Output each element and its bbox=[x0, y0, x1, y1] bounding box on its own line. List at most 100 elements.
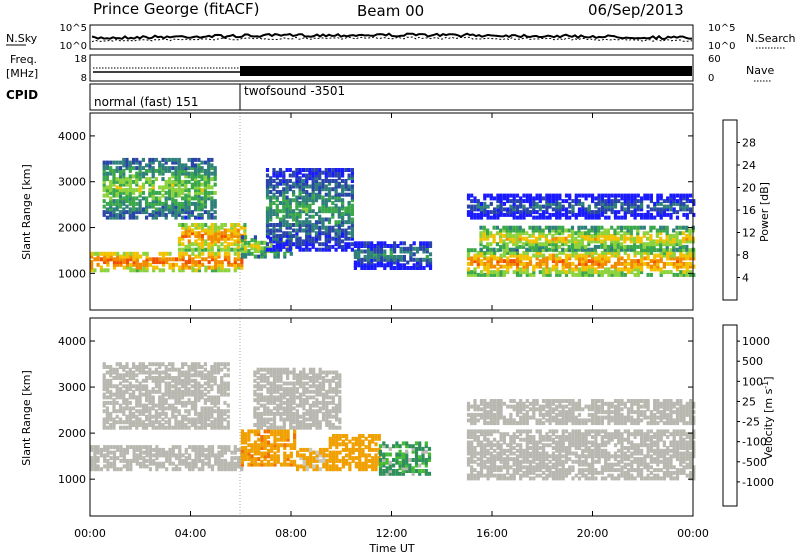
heatmap-cell bbox=[656, 267, 660, 272]
heatmap-cell bbox=[295, 411, 299, 416]
heatmap-cell bbox=[607, 270, 611, 275]
heatmap-cell bbox=[161, 464, 166, 469]
heatmap-cell bbox=[289, 417, 293, 422]
heatmap-cell bbox=[502, 253, 506, 258]
heatmap-cell bbox=[164, 414, 168, 419]
heatmap-cell bbox=[652, 225, 656, 230]
heatmap-cell bbox=[106, 447, 110, 452]
heatmap-cell bbox=[128, 179, 132, 184]
heatmap-cell bbox=[128, 174, 132, 179]
heatmap-cell bbox=[398, 466, 402, 471]
heatmap-cell bbox=[561, 199, 565, 204]
heatmap-cell bbox=[348, 461, 352, 466]
heatmap-cell bbox=[672, 201, 676, 206]
heatmap-cell bbox=[194, 204, 198, 209]
heatmap-cell bbox=[331, 225, 335, 230]
heatmap-cell bbox=[321, 201, 325, 205]
heatmap-cell bbox=[184, 251, 188, 256]
heatmap-cell bbox=[138, 193, 142, 198]
heatmap-cell bbox=[197, 395, 201, 400]
heatmap-cell bbox=[542, 253, 546, 258]
heatmap-cell bbox=[283, 459, 287, 464]
heatmap-cell bbox=[613, 267, 618, 272]
heatmap-cell bbox=[308, 384, 312, 389]
heatmap-cell bbox=[184, 384, 188, 389]
heatmap-cell bbox=[230, 456, 234, 461]
heatmap-cell bbox=[606, 231, 610, 236]
heatmap-cell bbox=[360, 244, 364, 248]
heatmap-cell bbox=[158, 160, 162, 165]
heatmap-cell bbox=[414, 441, 419, 446]
heatmap-cell bbox=[335, 456, 339, 461]
heatmap-cell bbox=[164, 387, 168, 392]
heatmap-cell bbox=[200, 376, 204, 380]
heatmap-cell bbox=[548, 247, 552, 252]
heatmap-cell bbox=[353, 260, 357, 265]
heatmap-cell bbox=[555, 201, 559, 206]
heatmap-cell bbox=[266, 376, 270, 380]
heatmap-cell bbox=[276, 376, 280, 380]
heatmap-cell bbox=[613, 272, 618, 277]
heatmap-cell bbox=[425, 257, 429, 262]
heatmap-cell bbox=[138, 171, 142, 176]
heatmap-cell bbox=[656, 248, 660, 253]
heatmap-cell bbox=[483, 212, 487, 217]
heatmap-cell bbox=[167, 196, 172, 201]
heatmap-cell bbox=[210, 447, 215, 452]
heatmap-cell bbox=[197, 411, 201, 416]
heatmap-cell bbox=[341, 187, 345, 192]
heatmap-cell bbox=[279, 417, 283, 422]
heatmap-cell bbox=[318, 214, 322, 219]
heatmap-cell bbox=[276, 443, 280, 448]
heatmap-cell bbox=[685, 239, 689, 244]
heatmap-cell bbox=[138, 174, 142, 179]
heatmap-cell bbox=[263, 457, 267, 462]
heatmap-cell bbox=[519, 215, 523, 220]
heatmap-cell bbox=[401, 466, 405, 471]
heatmap-cell bbox=[240, 257, 244, 262]
heatmap-cell bbox=[525, 270, 529, 275]
heatmap-cell bbox=[279, 443, 284, 448]
heatmap-cell bbox=[633, 264, 637, 269]
heatmap-cell bbox=[181, 233, 185, 238]
heatmap-cell bbox=[184, 196, 188, 201]
heatmap-cell bbox=[168, 251, 172, 256]
heatmap-cell bbox=[210, 420, 214, 425]
heatmap-cell bbox=[653, 253, 657, 258]
heatmap-cell bbox=[148, 193, 152, 198]
nave-tick-high: 60 bbox=[708, 54, 721, 65]
heatmap-cell bbox=[363, 263, 367, 268]
heatmap-cell bbox=[250, 251, 254, 256]
heatmap-cell bbox=[298, 168, 302, 172]
heatmap-cell bbox=[115, 387, 119, 392]
heatmap-cell bbox=[203, 373, 207, 378]
heatmap-cell bbox=[360, 241, 364, 246]
heatmap-cell bbox=[203, 381, 207, 386]
heatmap-cell bbox=[174, 193, 178, 198]
heatmap-cell bbox=[154, 425, 158, 430]
heatmap-cell bbox=[493, 210, 497, 215]
heatmap-cell bbox=[370, 244, 374, 248]
heatmap-cell bbox=[161, 450, 166, 455]
heatmap-cell bbox=[347, 173, 351, 178]
heatmap-cell bbox=[216, 400, 221, 405]
heatmap-cell bbox=[292, 209, 296, 214]
heatmap-cell bbox=[132, 456, 136, 461]
heatmap-cell bbox=[115, 177, 119, 182]
heatmap-cell bbox=[135, 207, 139, 212]
heatmap-cell bbox=[116, 467, 120, 472]
heatmap-cell bbox=[273, 446, 277, 450]
heatmap-cell bbox=[374, 436, 378, 441]
heatmap-cell bbox=[584, 244, 588, 249]
heatmap-cell bbox=[223, 381, 227, 386]
heatmap-cell bbox=[424, 441, 428, 446]
heatmap-cell bbox=[347, 176, 351, 181]
heatmap-cell bbox=[328, 395, 332, 400]
heatmap-cell bbox=[154, 196, 158, 201]
heatmap-cell bbox=[288, 187, 292, 192]
heatmap-cell bbox=[102, 381, 106, 386]
heatmap-cell bbox=[194, 196, 198, 201]
heatmap-cell bbox=[283, 462, 287, 467]
heatmap-cell bbox=[689, 253, 693, 258]
heatmap-cell bbox=[367, 458, 372, 463]
